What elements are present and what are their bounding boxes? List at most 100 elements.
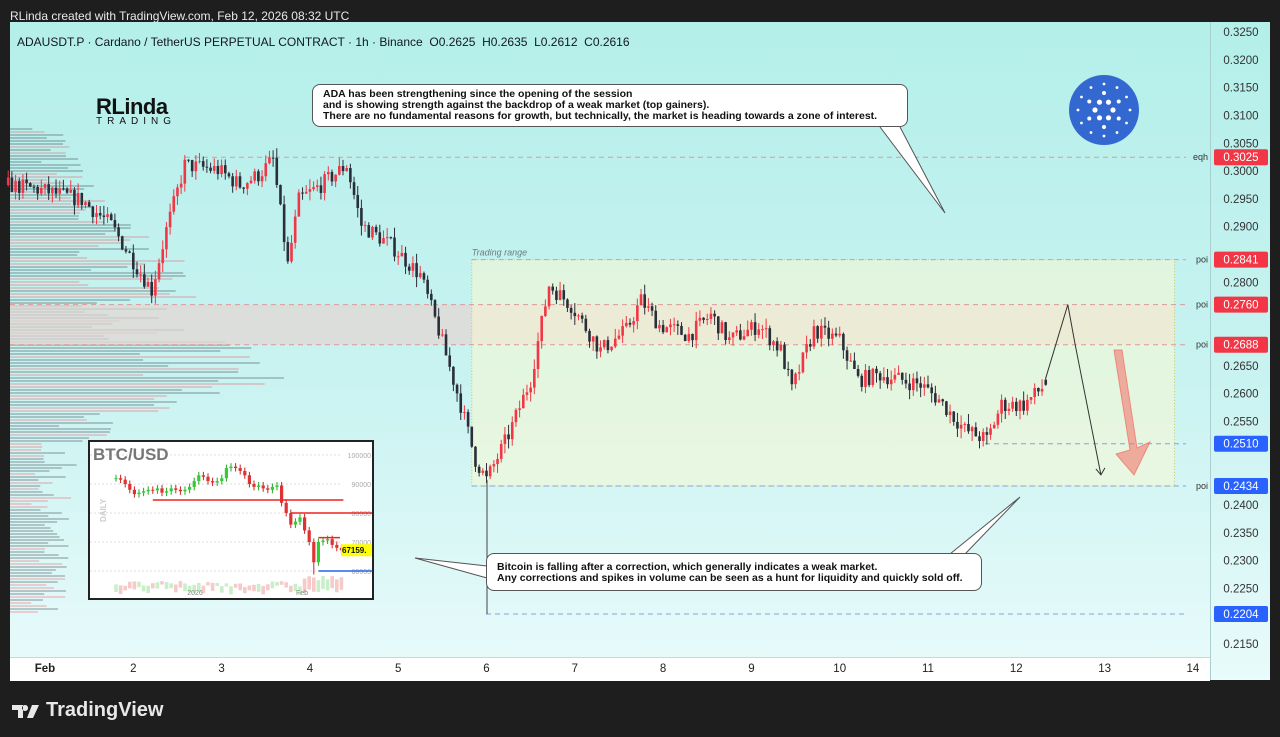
- candle: [790, 368, 794, 391]
- volume-profile-bar: [10, 500, 48, 502]
- candle: [187, 159, 190, 163]
- volume-profile-bar: [10, 191, 46, 193]
- candle-body: [143, 274, 146, 287]
- inset-volume-bar: [270, 581, 275, 589]
- volume-profile-bar: [10, 527, 51, 529]
- price-tag: [1214, 478, 1268, 495]
- candle-body: [389, 237, 393, 239]
- price-axis[interactable]: [1210, 22, 1271, 680]
- candle-body: [746, 329, 750, 337]
- candle-body: [698, 317, 702, 321]
- candle: [647, 297, 650, 312]
- volume-profile-bar: [10, 200, 105, 202]
- inset-volume-bar: [293, 583, 298, 592]
- time-axis[interactable]: [10, 657, 1210, 681]
- candle-body: [326, 171, 330, 175]
- candle: [246, 182, 249, 196]
- annotation-top-note[interactable]: ADA has been strengthening since the ope…: [312, 84, 908, 127]
- attribution: RLinda created with TradingView.com, Feb…: [10, 9, 350, 23]
- candle: [650, 302, 654, 317]
- inset-volume-bar: [252, 584, 256, 592]
- price-tag-text: 0.2760: [1223, 300, 1258, 312]
- inset-candle-body: [188, 486, 192, 490]
- candle-body: [779, 344, 783, 351]
- candle-body: [823, 325, 827, 328]
- candle-body: [720, 322, 724, 334]
- volume-profile-bar: [10, 533, 58, 535]
- candle-body: [154, 279, 157, 296]
- volume-profile-bar: [10, 425, 59, 427]
- candle: [441, 328, 444, 337]
- level-label: poi: [1196, 255, 1208, 265]
- volume-profile-bar: [10, 590, 67, 592]
- candle: [452, 366, 455, 392]
- candle-body: [444, 334, 448, 356]
- candle: [62, 179, 65, 191]
- candle: [915, 371, 919, 392]
- candle-body: [418, 273, 422, 278]
- tradingview-brand[interactable]: TradingView: [12, 699, 163, 722]
- volume-profile-bar: [10, 470, 50, 472]
- level-label: poi: [1196, 481, 1208, 491]
- candle: [205, 159, 209, 173]
- price-tick: 0.2950: [1223, 194, 1258, 206]
- candle-body: [647, 306, 650, 308]
- candle-body: [455, 384, 459, 394]
- candle: [297, 189, 301, 217]
- annotation-bottom-note[interactable]: Bitcoin is falling after a correction, w…: [486, 553, 982, 591]
- candle: [569, 305, 573, 320]
- cardano-dot: [1102, 91, 1106, 95]
- candle-body: [963, 423, 967, 425]
- volume-profile-bar: [10, 482, 53, 484]
- inset-candle-body: [215, 481, 219, 483]
- price-tick: 0.2350: [1223, 528, 1258, 540]
- cardano-dot: [1105, 115, 1112, 121]
- note-line: ADA has been strengthening since the ope…: [323, 88, 633, 100]
- price-tag: [1214, 435, 1268, 452]
- candle: [786, 361, 790, 377]
- candle-body: [801, 352, 805, 373]
- candle-body: [831, 333, 834, 339]
- volume-profile-bar: [10, 449, 42, 451]
- volume-profile-bar: [10, 263, 146, 265]
- candle: [967, 414, 970, 434]
- candle: [143, 264, 146, 289]
- candle-body: [1044, 379, 1048, 385]
- inset-candle-body: [335, 544, 339, 548]
- candle: [669, 318, 672, 336]
- symbol-title[interactable]: ADAUSDT.P · Cardano / TetherUS PERPETUAL…: [17, 35, 423, 49]
- candle: [882, 367, 886, 384]
- cardano-dot: [1125, 121, 1128, 125]
- inset-candle-body: [257, 485, 261, 487]
- inset-volume-bar: [215, 582, 219, 587]
- candle: [378, 224, 382, 247]
- volume-profile-bar: [10, 605, 47, 607]
- candle: [923, 376, 926, 396]
- volume-profile-bar: [10, 281, 80, 283]
- candle-body: [279, 184, 282, 205]
- time-tick: 14: [1187, 663, 1200, 675]
- candle: [687, 327, 691, 343]
- candle-body: [1033, 387, 1036, 398]
- inset-candle-body: [238, 468, 242, 471]
- price-tag-text: 0.2204: [1223, 609, 1259, 621]
- candle: [139, 265, 142, 283]
- candle-body: [308, 189, 312, 192]
- candle-body: [827, 327, 830, 339]
- candle-body: [10, 177, 14, 192]
- volume-profile-bar: [10, 434, 107, 436]
- inset-volume-bar: [224, 583, 229, 587]
- volume-profile-bar: [10, 149, 51, 151]
- candle: [1011, 396, 1014, 412]
- candle-body: [190, 160, 194, 172]
- candle-body: [794, 373, 797, 385]
- price-tick: 0.3150: [1223, 83, 1258, 95]
- logo-line2: TRADING: [96, 116, 176, 127]
- candle-body: [959, 424, 963, 429]
- candle-body: [728, 337, 731, 340]
- candle: [911, 373, 915, 397]
- candle-body: [533, 368, 536, 388]
- candle: [547, 285, 551, 310]
- candle: [474, 446, 477, 472]
